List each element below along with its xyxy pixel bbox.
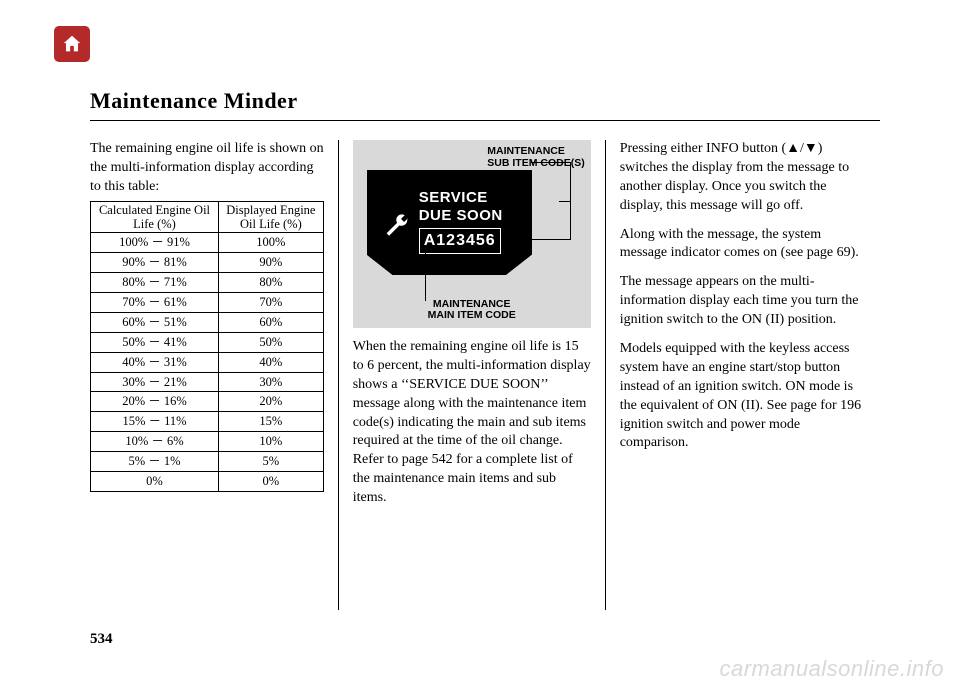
table-row: 30% － 21%30% (91, 372, 324, 392)
column-3: Pressing either INFO button (▲/▼) switch… (605, 140, 880, 610)
oil-tbody: 100% － 91%100% 90% － 81%90% 80% － 71%80%… (91, 233, 324, 491)
col2-para: When the remaining engine oil life is 15… (353, 338, 591, 508)
watermark: carmanualsonline.info (719, 656, 944, 682)
table-row: 40% － 31%40% (91, 352, 324, 372)
table-row: 20% － 16%20% (91, 392, 324, 412)
col3-p4: Models equipped with the keyless access … (620, 340, 866, 453)
page-title: Maintenance Minder (90, 88, 298, 114)
home-icon[interactable] (54, 26, 90, 62)
diagram-label-bottom: MAINTENANCE MAIN ITEM CODE (353, 299, 591, 322)
mid-screen: SERVICE DUE SOON A123456 (367, 170, 532, 275)
table-row: 70% － 61%70% (91, 293, 324, 313)
col3-p1: Pressing either INFO button (▲/▼) switch… (620, 140, 866, 216)
table-row: 0%0% (91, 471, 324, 491)
oil-th-0: Calculated Engine Oil Life (%) (91, 201, 219, 233)
column-1: The remaining engine oil life is shown o… (90, 140, 338, 610)
table-row: 90% － 81%90% (91, 253, 324, 273)
table-row: 10% － 6%10% (91, 432, 324, 452)
diagram-wrap: MAINTENANCE SUB ITEM CODE(S) SERVICE DUE… (353, 140, 591, 328)
table-row: 60% － 51%60% (91, 312, 324, 332)
page: Maintenance Minder The remaining engine … (0, 0, 960, 688)
table-row: 5% － 1%5% (91, 452, 324, 472)
screen-line-2: DUE SOON (419, 206, 503, 226)
page-number: 534 (90, 631, 113, 648)
table-row: 15% － 11%15% (91, 412, 324, 432)
content-columns: The remaining engine oil life is shown o… (90, 140, 880, 610)
col3-p2: Along with the message, the system messa… (620, 226, 866, 264)
title-rule (90, 120, 880, 121)
notch-right (505, 254, 533, 276)
leader-sub-items (531, 162, 571, 240)
house-glyph (61, 33, 83, 55)
table-row: 100% － 91%100% (91, 233, 324, 253)
col1-intro: The remaining engine oil life is shown o… (90, 140, 324, 197)
oil-th-1: Displayed Engine Oil Life (%) (219, 201, 324, 233)
maintenance-diagram: MAINTENANCE SUB ITEM CODE(S) SERVICE DUE… (353, 140, 591, 328)
column-2: MAINTENANCE SUB ITEM CODE(S) SERVICE DUE… (338, 140, 605, 610)
notch-left (366, 254, 394, 276)
screen-line-3: A123456 (419, 228, 501, 254)
table-row: 80% － 71%80% (91, 273, 324, 293)
table-row: 50% － 41%50% (91, 332, 324, 352)
oil-life-table: Calculated Engine Oil Life (%) Displayed… (90, 201, 324, 492)
col3-p3: The message appears on the multi-informa… (620, 273, 866, 330)
leader-main-item (425, 253, 426, 301)
wrench-icon (381, 212, 411, 242)
